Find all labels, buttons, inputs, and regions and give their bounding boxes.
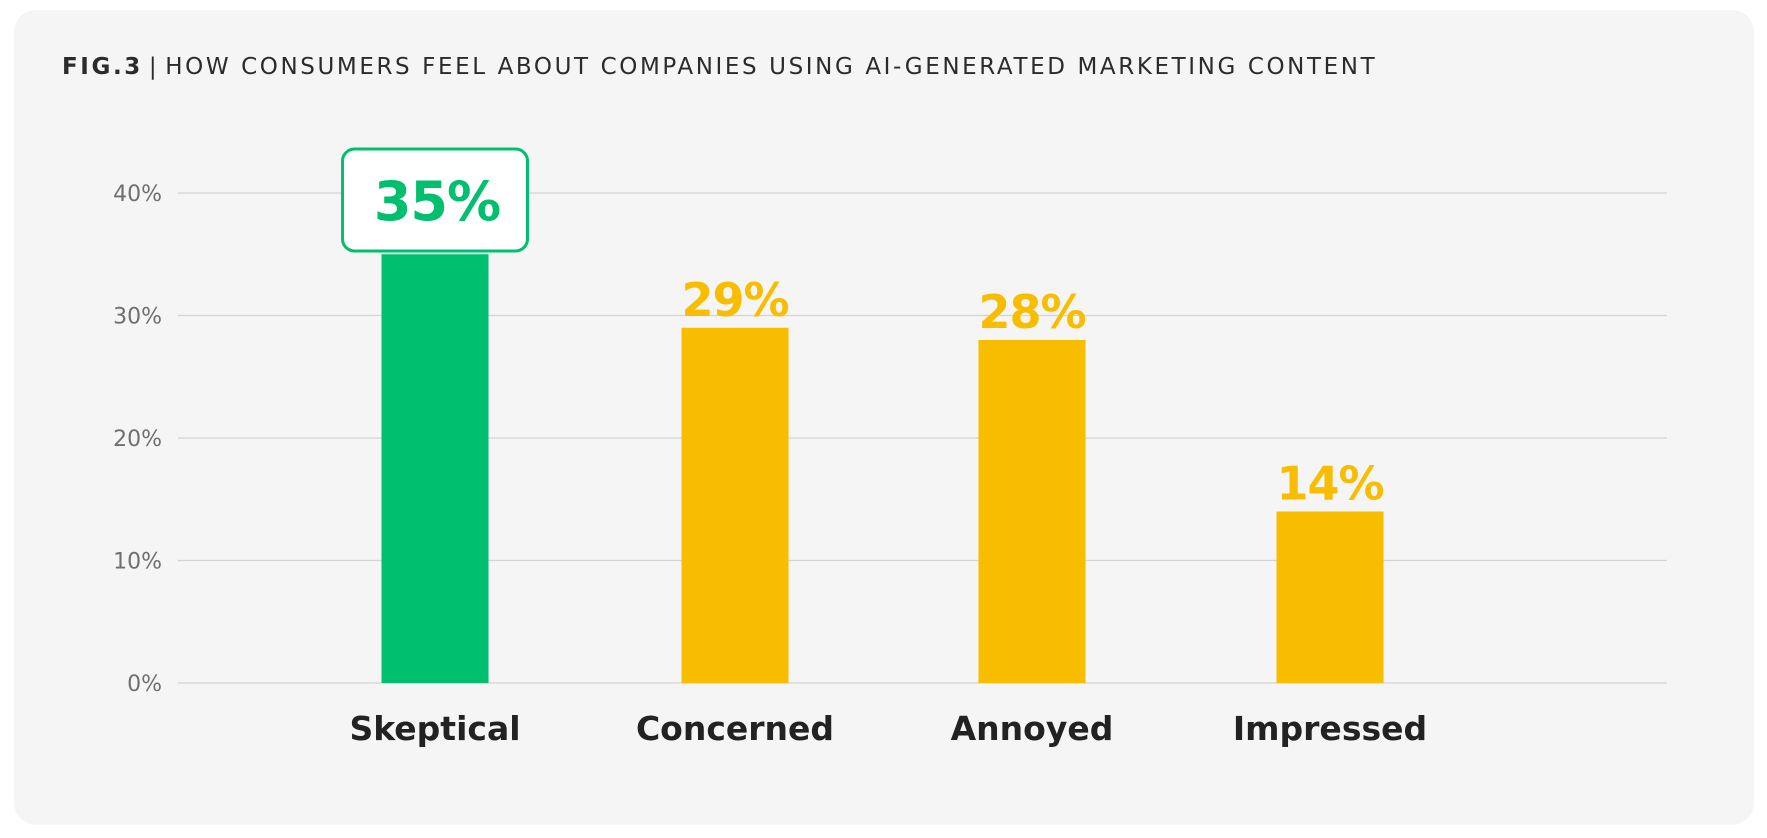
bar-concerned bbox=[681, 327, 789, 683]
chart-card bbox=[14, 10, 1754, 825]
figure-label: FIG.3 bbox=[62, 54, 143, 80]
category-labels: Skeptical Concerned Annoyed Impressed bbox=[349, 709, 1427, 748]
category-label-annoyed: Annoyed bbox=[951, 709, 1114, 748]
figure-title-text: HOW CONSUMERS FEEL ABOUT COMPANIES USING… bbox=[165, 54, 1378, 80]
y-tick-label: 40% bbox=[113, 182, 162, 207]
y-tick-label: 20% bbox=[113, 427, 162, 452]
y-tick-label: 30% bbox=[113, 305, 162, 330]
highlight-callout-box bbox=[341, 147, 529, 253]
category-label-skeptical: Skeptical bbox=[349, 709, 520, 748]
title-separator: | bbox=[148, 54, 160, 80]
category-label-concerned: Concerned bbox=[636, 709, 834, 748]
bars bbox=[381, 254, 1384, 683]
bar-impressed bbox=[1276, 511, 1384, 683]
value-label-annoyed: 28% bbox=[978, 285, 1085, 339]
category-label-impressed: Impressed bbox=[1233, 709, 1427, 748]
bar-skeptical bbox=[381, 254, 489, 683]
y-tick-label: 0% bbox=[127, 672, 162, 697]
figure-title: FIG.3 | HOW CONSUMERS FEEL ABOUT COMPANIES… bbox=[62, 54, 1377, 80]
y-tick-label: 10% bbox=[113, 550, 162, 575]
y-axis-ticks: 0% 10% 20% 30% 40% bbox=[113, 182, 162, 697]
value-label-concerned: 29% bbox=[681, 273, 788, 327]
bar-annoyed bbox=[978, 340, 1086, 683]
value-label-skeptical: 35% bbox=[374, 170, 500, 233]
value-labels: 35% 29% 28% 14% bbox=[341, 147, 1385, 511]
value-label-impressed: 14% bbox=[1276, 457, 1383, 511]
